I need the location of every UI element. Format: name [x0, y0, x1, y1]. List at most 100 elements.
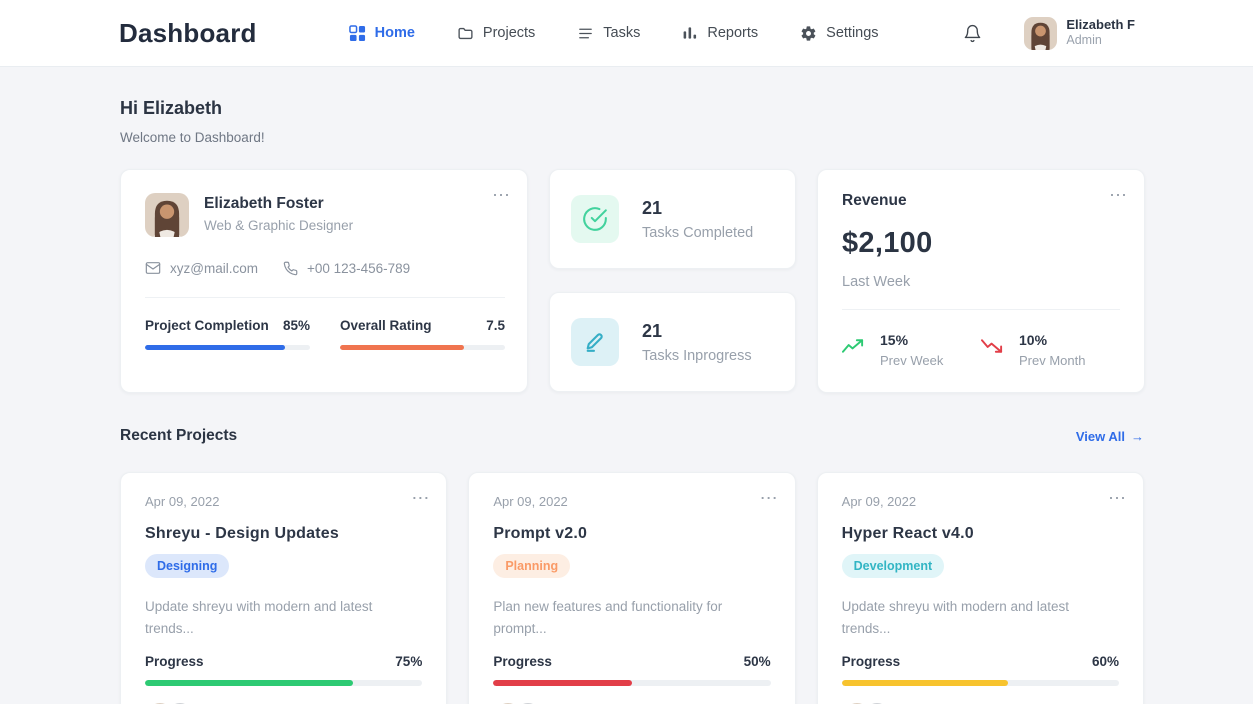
- progress-track: [145, 679, 423, 686]
- progress-track: [340, 345, 505, 350]
- bar-chart-icon: [682, 25, 698, 41]
- progress-track: [493, 679, 771, 686]
- trend-value: 15%: [880, 332, 909, 348]
- nav-item-projects[interactable]: Projects: [457, 25, 535, 42]
- trend-label: Prev Month: [1019, 353, 1086, 368]
- project-title: Prompt v2.0: [493, 525, 588, 542]
- project-members: [493, 700, 770, 704]
- greeting-subtitle: Welcome to Dashboard!: [120, 130, 265, 145]
- check-circle-icon: [571, 195, 619, 243]
- projects-grid: ⋯ Apr 09, 2022 Shreyu - Design Updates D…: [120, 472, 1144, 704]
- trend-label: Prev Week: [880, 353, 944, 368]
- progress-track: [145, 345, 310, 350]
- overall-rating-metric: Overall Rating 7.5: [340, 318, 505, 350]
- profile-card: ⋯ Elizabeth Foster Web & Graphic Designe…: [120, 169, 528, 393]
- status-badge: Planning: [493, 554, 571, 578]
- gear-icon: [800, 25, 817, 42]
- tasks-inprogress-card: 21 Tasks Inprogress: [549, 292, 796, 392]
- user-menu[interactable]: Elizabeth F Admin: [1024, 17, 1135, 50]
- progress-fill: [145, 679, 353, 686]
- progress-value: 75%: [395, 653, 423, 669]
- more-options-icon[interactable]: ⋯: [492, 185, 511, 205]
- envelope-icon: [145, 260, 161, 276]
- list-icon: [577, 25, 594, 42]
- more-options-icon[interactable]: ⋯: [1109, 185, 1128, 205]
- summary-row: ⋯ Elizabeth Foster Web & Graphic Designe…: [120, 169, 1145, 393]
- nav-item-tasks[interactable]: Tasks: [577, 25, 640, 42]
- metric-label: Project Completion: [145, 318, 269, 333]
- progress-fill: [145, 345, 286, 350]
- project-description: Update shreyu with modern and latest tre…: [841, 599, 1070, 637]
- trend-up-icon: [842, 338, 865, 354]
- revenue-card: ⋯ Revenue $2,100 Last Week 15% Prev Week: [817, 169, 1145, 393]
- progress-fill: [841, 679, 1009, 686]
- progress-label: Progress: [493, 653, 552, 669]
- metric-label: Overall Rating: [340, 318, 432, 333]
- project-members: [145, 700, 422, 704]
- greeting-title: Hi Elizabeth: [120, 98, 223, 118]
- profile-email: xyz@mail.com: [145, 260, 258, 276]
- phone-icon: [283, 261, 298, 276]
- phone-value: +00 123-456-789: [306, 260, 411, 276]
- member-avatar: [165, 700, 195, 704]
- project-date: Apr 09, 2022: [841, 494, 917, 509]
- stat-label: Tasks Completed: [642, 224, 754, 241]
- main-nav: Home Projects Tasks: [348, 24, 879, 42]
- stat-column: 21 Tasks Completed 21 Tasks Inprogress: [549, 169, 796, 393]
- progress-label: Progress: [841, 653, 901, 669]
- nav-item-settings[interactable]: Settings: [800, 25, 879, 42]
- grid-icon: [348, 24, 366, 42]
- metric-value: 7.5: [486, 318, 505, 333]
- more-options-icon[interactable]: ⋯: [411, 488, 431, 508]
- email-value: xyz@mail.com: [170, 260, 258, 276]
- profile-name: Elizabeth Foster: [204, 195, 324, 212]
- progress-label: Progress: [145, 653, 204, 669]
- progress-fill: [493, 679, 632, 686]
- stat-value: 21: [642, 197, 663, 218]
- nav-item-home[interactable]: Home: [348, 24, 415, 42]
- navbar-right: Elizabeth F Admin: [963, 17, 1135, 50]
- recent-projects-heading: Recent Projects: [120, 427, 238, 444]
- trend-prev-week: 15% Prev Week: [842, 332, 981, 368]
- project-title: Shreyu - Design Updates: [145, 525, 339, 542]
- user-name: Elizabeth F: [1066, 17, 1135, 33]
- status-badge: Designing: [145, 554, 230, 578]
- project-card-shreyu: ⋯ Apr 09, 2022 Shreyu - Design Updates D…: [120, 472, 448, 704]
- trend-down-icon: [981, 338, 1004, 354]
- view-all-label: View All: [1075, 428, 1125, 444]
- progress-value: 50%: [743, 653, 771, 669]
- app-title: Dashboard: [119, 17, 257, 48]
- revenue-period: Last Week: [842, 274, 911, 290]
- tasks-completed-card: 21 Tasks Completed: [549, 169, 796, 269]
- view-all-link[interactable]: View All →: [1076, 429, 1144, 444]
- project-title: Hyper React v4.0: [841, 525, 974, 542]
- profile-avatar: [145, 193, 189, 237]
- more-options-icon[interactable]: ⋯: [759, 488, 779, 508]
- top-navbar: Dashboard Home Projects: [0, 0, 1253, 67]
- arrow-right-icon: →: [1131, 428, 1144, 444]
- nav-item-label: Settings: [826, 25, 879, 41]
- project-completion-metric: Project Completion 85%: [145, 318, 310, 350]
- user-avatar: [1024, 17, 1057, 50]
- project-card-prompt: ⋯ Apr 09, 2022 Prompt v2.0 Planning Plan…: [468, 472, 796, 704]
- more-options-icon[interactable]: ⋯: [1108, 488, 1127, 508]
- project-date: Apr 09, 2022: [145, 494, 220, 509]
- main-content: Hi Elizabeth Welcome to Dashboard! ⋯ Eli…: [120, 67, 1145, 704]
- nav-item-label: Home: [374, 25, 415, 41]
- progress-fill: [340, 345, 464, 350]
- nav-item-label: Projects: [482, 25, 536, 41]
- nav-item-label: Reports: [707, 25, 759, 41]
- bell-icon[interactable]: [963, 24, 982, 43]
- profile-phone: +00 123-456-789: [283, 261, 410, 276]
- folder-icon: [457, 25, 474, 42]
- divider: [842, 309, 1120, 310]
- trend-value: 10%: [1019, 332, 1048, 348]
- metric-value: 85%: [282, 318, 310, 333]
- revenue-amount: $2,100: [842, 227, 933, 259]
- revenue-title: Revenue: [842, 192, 907, 209]
- stat-label: Tasks Inprogress: [642, 347, 752, 364]
- stat-value: 21: [642, 320, 663, 341]
- progress-value: 60%: [1091, 653, 1119, 669]
- project-card-hyper-react: ⋯ Apr 09, 2022 Hyper React v4.0 Developm…: [816, 472, 1144, 704]
- nav-item-reports[interactable]: Reports: [682, 25, 758, 41]
